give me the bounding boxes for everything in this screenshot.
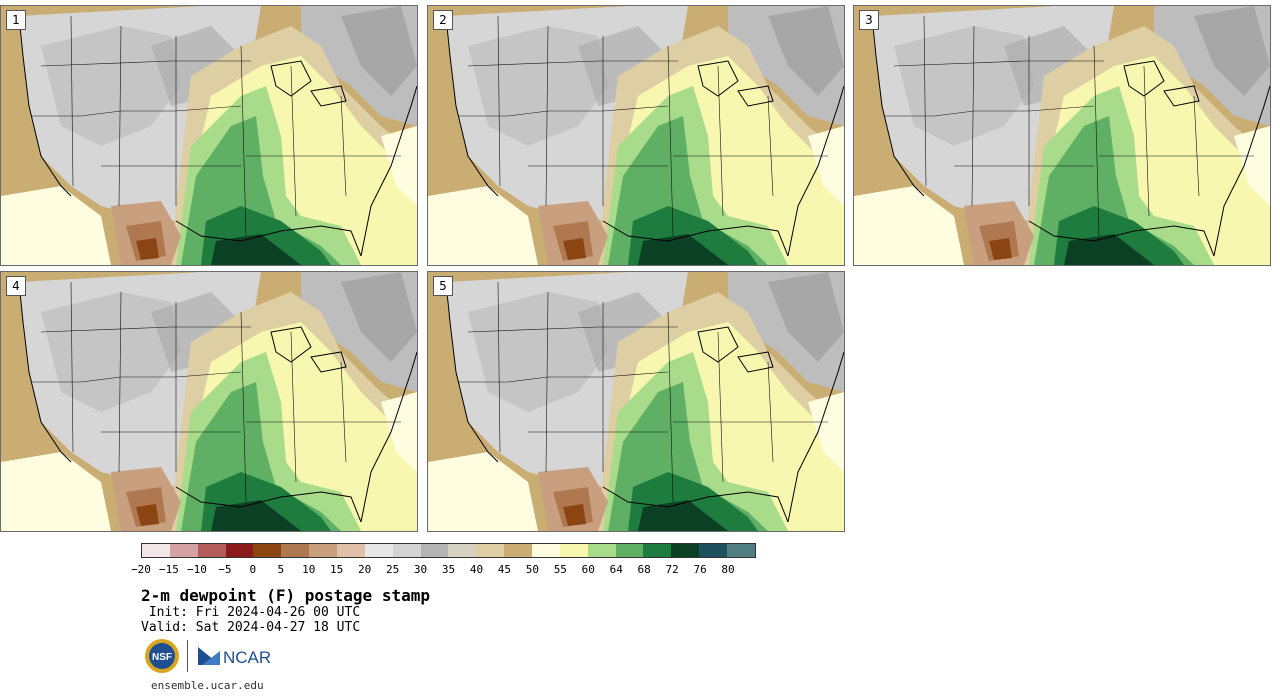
colorbar-segment: [197, 544, 226, 557]
member-label: 2: [433, 10, 453, 30]
page-title: 2-m dewpoint (F) postage stamp: [141, 586, 430, 605]
dewpoint-map: [1, 6, 417, 265]
colorbar-tick-label: 68: [637, 563, 651, 576]
colorbar-tick-label: 72: [665, 563, 679, 576]
valid-time: Valid: Sat 2024-04-27 18 UTC: [141, 620, 361, 635]
colorbar-segment: [309, 544, 338, 557]
colorbar-segment: [420, 544, 449, 557]
colorbar-segment: [169, 544, 198, 557]
member-label: 3: [859, 10, 879, 30]
colorbar-tick-label: 50: [525, 563, 539, 576]
colorbar-tick-label: 45: [497, 563, 512, 576]
colorbar-segment: [615, 544, 644, 557]
colorbar-segment: [727, 544, 755, 557]
ncar-logo: NCAR: [198, 647, 271, 667]
colorbar-tick-label: 15: [330, 563, 344, 576]
logos: NSF NCAR: [144, 638, 284, 674]
forecast-panel-3: 3: [853, 5, 1271, 266]
logo-divider: [187, 640, 188, 672]
colorbar: [141, 543, 756, 558]
colorbar-tick-label: 30: [413, 563, 428, 576]
dewpoint-map: [1, 272, 417, 531]
colorbar-segment: [253, 544, 282, 557]
init-time: Init: Fri 2024-04-26 00 UTC: [141, 605, 361, 620]
colorbar-segment: [671, 544, 700, 557]
member-label: 1: [6, 10, 26, 30]
colorbar-tick-label: 55: [553, 563, 567, 576]
colorbar-tick-label: −15: [159, 563, 179, 576]
dewpoint-map: [854, 6, 1270, 265]
colorbar-tick-label: 64: [609, 563, 623, 576]
colorbar-tick-label: −5: [218, 563, 232, 576]
colorbar-segment: [392, 544, 421, 557]
nsf-logo: NSF: [145, 639, 179, 673]
colorbar-tick-label: −20: [131, 563, 151, 576]
forecast-panel-4: 4: [0, 271, 418, 532]
colorbar-segment: [699, 544, 728, 557]
colorbar-tick-label: 10: [302, 563, 316, 576]
colorbar-ticks: −20 −15 −10 −5 0 5 10 15 20 25 30 35 40 45 50 55 60 64 68 7…: [131, 563, 756, 577]
nsf-text: NSF: [152, 652, 172, 663]
colorbar-segment: [281, 544, 310, 557]
dewpoint-map: [428, 272, 844, 531]
colorbar-segment: [337, 544, 365, 557]
colorbar-tick-label: 20: [358, 563, 372, 576]
forecast-panel-1: 1: [0, 5, 418, 266]
forecast-panel-2: 2: [427, 5, 845, 266]
colorbar-tick-label: 5: [277, 563, 285, 576]
ncar-text: NCAR: [223, 648, 271, 667]
forecast-panel-5: 5: [427, 271, 845, 532]
colorbar-segment: [476, 544, 505, 557]
colorbar-segment: [643, 544, 672, 557]
colorbar-tick-label: 76: [693, 563, 707, 576]
colorbar-tick-label: 25: [385, 563, 400, 576]
colorbar-segment: [587, 544, 616, 557]
colorbar-segment: [559, 544, 588, 557]
member-label: 4: [6, 276, 26, 296]
colorbar-tick-label: −10: [186, 563, 207, 576]
colorbar-tick-label: 80: [721, 563, 735, 576]
colorbar-segment: [142, 544, 170, 557]
colorbar-tick-label: 40: [469, 563, 484, 576]
colorbar-segment: [532, 544, 560, 557]
colorbar-tick-label: 35: [441, 563, 456, 576]
site-url[interactable]: ensemble.ucar.edu: [151, 679, 264, 692]
colorbar-segment: [225, 544, 254, 557]
colorbar-segment: [364, 544, 393, 557]
dewpoint-map: [428, 6, 844, 265]
colorbar-tick-label: 60: [581, 563, 595, 576]
colorbar-segment: [504, 544, 533, 557]
colorbar-segment: [448, 544, 477, 557]
colorbar-tick-label: 0: [249, 563, 257, 576]
member-label: 5: [433, 276, 453, 296]
